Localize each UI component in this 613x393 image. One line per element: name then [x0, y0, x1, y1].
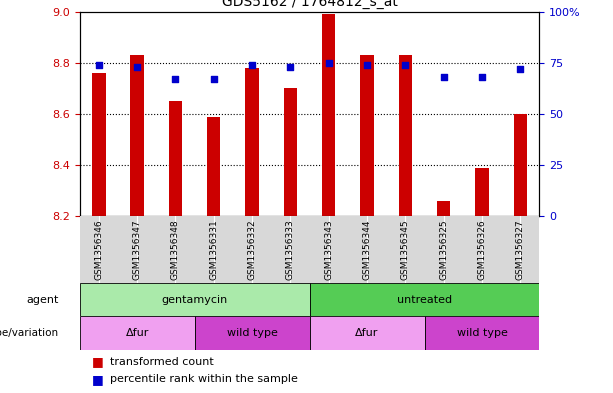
Bar	[195, 316, 310, 350]
Bar	[207, 116, 221, 216]
Point	[286, 64, 295, 70]
Point	[247, 62, 257, 68]
Bar	[398, 55, 412, 216]
Text: transformed count: transformed count	[110, 356, 214, 367]
Bar	[437, 201, 451, 216]
Point	[439, 74, 449, 80]
Bar	[245, 68, 259, 216]
Bar	[514, 114, 527, 216]
Bar	[475, 167, 489, 216]
Point	[209, 76, 219, 83]
Text: percentile rank within the sample: percentile rank within the sample	[110, 374, 298, 384]
Text: GSM1356333: GSM1356333	[286, 219, 295, 280]
Text: GSM1356326: GSM1356326	[478, 219, 487, 280]
Point	[516, 66, 525, 72]
Text: GSM1356332: GSM1356332	[248, 219, 257, 280]
Text: agent: agent	[26, 295, 59, 305]
Text: GSM1356348: GSM1356348	[171, 219, 180, 280]
Text: GSM1356345: GSM1356345	[401, 219, 410, 280]
Point	[170, 76, 180, 83]
Title: GDS5162 / 1764812_s_at: GDS5162 / 1764812_s_at	[222, 0, 397, 9]
Text: wild type: wild type	[457, 328, 508, 338]
Point	[400, 62, 410, 68]
Point	[94, 62, 104, 68]
Point	[362, 62, 372, 68]
Point	[477, 74, 487, 80]
Bar	[80, 283, 310, 316]
Text: Δfur: Δfur	[126, 328, 149, 338]
Text: GSM1356331: GSM1356331	[209, 219, 218, 280]
Bar	[284, 88, 297, 216]
Text: GSM1356343: GSM1356343	[324, 219, 333, 280]
Text: gentamycin: gentamycin	[161, 295, 228, 305]
Text: GSM1356347: GSM1356347	[132, 219, 142, 280]
Bar	[131, 55, 144, 216]
Text: ■: ■	[92, 355, 104, 368]
Text: wild type: wild type	[227, 328, 278, 338]
Bar	[80, 316, 195, 350]
Text: Δfur: Δfur	[356, 328, 379, 338]
Text: ■: ■	[92, 373, 104, 386]
Bar	[169, 101, 182, 216]
Text: untreated: untreated	[397, 295, 452, 305]
Bar	[310, 316, 424, 350]
Text: GSM1356327: GSM1356327	[516, 219, 525, 280]
Bar	[92, 73, 105, 216]
Bar	[424, 316, 539, 350]
Point	[132, 64, 142, 70]
Bar	[310, 283, 539, 316]
Text: GSM1356346: GSM1356346	[94, 219, 104, 280]
Text: GSM1356325: GSM1356325	[439, 219, 448, 280]
Text: GSM1356344: GSM1356344	[362, 219, 371, 280]
Text: genotype/variation: genotype/variation	[0, 328, 59, 338]
Bar	[322, 14, 335, 216]
Bar	[360, 55, 374, 216]
Point	[324, 60, 333, 66]
